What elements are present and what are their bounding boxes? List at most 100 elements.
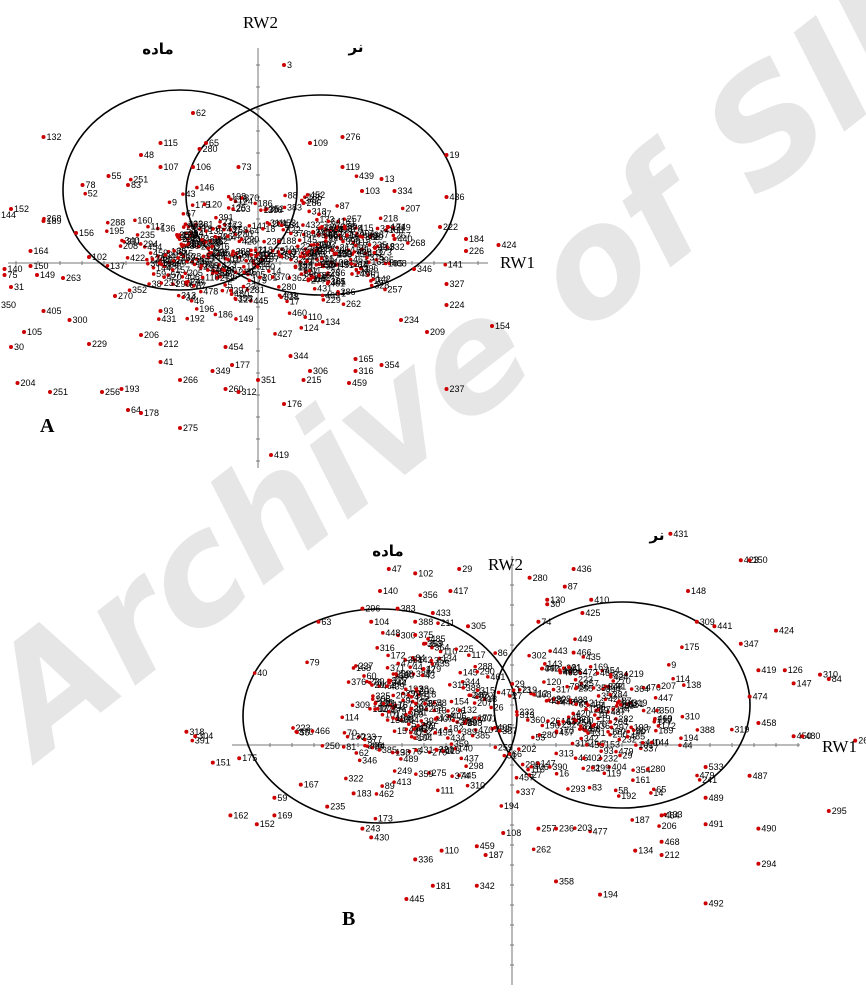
cluster-point [128, 177, 133, 182]
cluster-point-label: 460 [292, 308, 307, 318]
cluster-point [309, 243, 313, 248]
cluster-point-label: 54 [396, 703, 406, 713]
cluster-point-label: 390 [552, 762, 567, 772]
cluster-point [679, 736, 683, 740]
cluster-point-label: 447 [658, 693, 673, 703]
cluster-point [259, 257, 264, 261]
data-point-label: 344 [294, 351, 309, 361]
cluster-point-label: 434 [161, 251, 176, 261]
cluster-point [388, 703, 393, 707]
cluster-point-label: 106 [375, 694, 390, 704]
cluster-point-label: 57 [358, 241, 368, 251]
cluster-point-label: 250 [325, 741, 340, 751]
cluster-point [246, 272, 250, 277]
cluster-point [216, 252, 220, 257]
cluster-point-label: 423 [221, 260, 236, 270]
cluster-point-label: 322 [286, 225, 301, 235]
cluster-point [305, 193, 310, 197]
cluster-point [599, 749, 603, 753]
cluster-point-label: 207 [477, 698, 492, 708]
cluster-point [353, 243, 358, 248]
data-point [256, 378, 260, 382]
cluster-point-label: 66 [512, 749, 522, 759]
data-point [9, 207, 13, 211]
cluster-point-label: 290 [525, 759, 540, 769]
cluster-point [373, 701, 378, 706]
cluster-point [446, 709, 450, 713]
female-group-label: ماده [142, 40, 173, 58]
cluster-point-label: 311 [127, 237, 141, 247]
cluster-point-label: 144 [211, 253, 226, 263]
cluster-point [385, 718, 390, 722]
cluster-point-label: 167 [324, 253, 339, 263]
data-point-label: 164 [34, 246, 49, 256]
cluster-point-label: 376 [222, 222, 237, 232]
data-point-label: 309 [700, 617, 715, 627]
cluster-point-label: 194 [396, 713, 411, 723]
cluster-point [350, 252, 355, 256]
cluster-point [399, 718, 403, 722]
cluster-point-label: 412 [343, 234, 358, 244]
data-point [373, 246, 377, 250]
cluster-point [198, 289, 203, 294]
cluster-point [305, 660, 309, 665]
cluster-point [617, 699, 621, 703]
cluster-point [695, 728, 700, 732]
cluster-point-label: 67 [196, 281, 206, 291]
cluster-point-label: 369 [428, 639, 443, 649]
cluster-point-label: 454 [605, 666, 620, 676]
cluster-point [133, 218, 137, 223]
cluster-point-label: 186 [218, 309, 233, 319]
cluster-point [105, 263, 110, 268]
data-point [474, 844, 479, 849]
cluster-point [166, 249, 171, 254]
data-point [571, 650, 576, 655]
data-point-label: 93 [164, 306, 174, 316]
cluster-point-label: 317 [556, 685, 571, 695]
cluster-point-label: 60 [328, 231, 338, 241]
cluster-point [629, 725, 633, 730]
data-point [404, 897, 409, 901]
data-point-label: 151 [216, 758, 231, 768]
cluster-point [182, 243, 186, 248]
cluster-point-label: 315 [391, 675, 406, 685]
cluster-point-label: 267 [396, 230, 411, 240]
cluster-point-label: 439 [203, 263, 218, 273]
cluster-point-label: 454 [147, 242, 162, 252]
data-point-label: 346 [417, 264, 432, 274]
cluster-point-label: 111 [254, 245, 268, 255]
cluster-point [473, 664, 477, 669]
cluster-point [302, 254, 306, 259]
cluster-point [542, 680, 546, 684]
cluster-point [551, 697, 556, 701]
cluster-point-label: 364 [634, 684, 649, 694]
cluster-point-label: 201 [262, 272, 277, 282]
cluster-point [520, 762, 525, 767]
cluster-point [385, 684, 389, 689]
data-point-label: 236 [559, 824, 574, 834]
cluster-point-label: 224 [480, 692, 495, 702]
data-point-label: 212 [164, 339, 179, 349]
cluster-point [410, 699, 415, 704]
cluster-point [239, 196, 244, 200]
cluster-point-label: 445 [253, 296, 268, 306]
data-point [288, 354, 293, 358]
cluster-point-label: 232 [519, 707, 534, 717]
cluster-point-label: 103 [284, 244, 299, 254]
cluster-point [569, 700, 574, 705]
cluster-point-label: 431 [161, 314, 176, 324]
cluster-point-label: 371 [576, 714, 591, 724]
cluster-point [628, 701, 632, 705]
cluster-point [299, 272, 304, 276]
cluster-point-label: 127 [238, 294, 253, 304]
cluster-point-label: 286 [330, 268, 345, 278]
cluster-point [171, 282, 175, 286]
cluster-point-label: 156 [351, 245, 366, 255]
cluster-point [413, 658, 417, 662]
data-point [9, 285, 13, 289]
cluster-point [195, 185, 199, 190]
cluster-point-label: 354 [355, 249, 370, 259]
data-point [61, 276, 65, 280]
data-point-label: 175 [242, 753, 257, 763]
cluster-point-label: 449 [578, 634, 593, 644]
